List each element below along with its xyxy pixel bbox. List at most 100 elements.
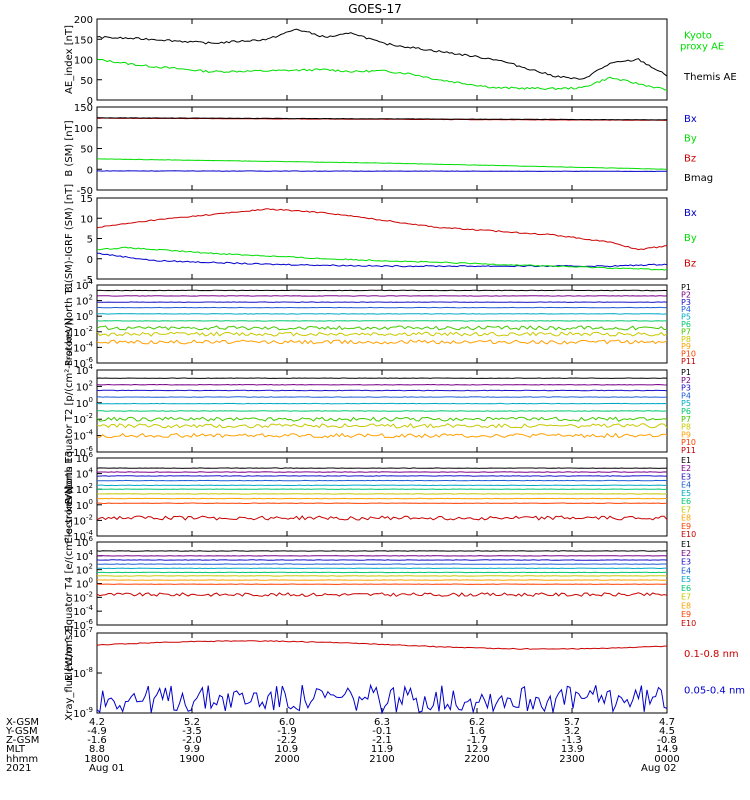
y-tick-label: 10-2 [73,590,93,604]
series-line-bz [96,208,668,251]
series-group [96,550,668,597]
legend-item: P5 [681,399,691,408]
x-axis-value: 5.7 [564,717,580,728]
legend-item: Bx [684,114,697,125]
series-line-p9 [96,432,668,439]
legend-item: E1 [681,456,691,465]
legend-item: P1 [681,283,691,292]
y-tick-exponent: 2 [89,563,93,571]
series-line-e8 [96,497,667,500]
series-line-e9 [96,502,668,505]
series-line-e1 [96,467,668,469]
series-line-p5 [96,313,668,315]
legend-item: 0.05-0.4 nm [684,685,745,696]
x-axis-value: 0000 [654,754,679,765]
legend-item: P9 [681,342,691,351]
y-tick-label: 106 [76,535,94,549]
legend-item: Bx [684,208,697,219]
series-line-themis-ae [96,28,668,80]
y-tick-label: 104 [76,363,94,377]
y-tick-label: 10-2 [73,325,93,339]
series-line-0-05-0-4-nm [96,683,668,715]
panel-3: 15 10 5 0 -5 B (SM)-IGRF (SM) [nT] Bx By Bz [64,184,697,293]
x-axis-value: 4.7 [659,717,675,728]
x-axis-row-label: hhmm [6,754,38,765]
legend-item: Bmag [684,173,713,184]
y-tick-label: 15 [80,194,93,205]
y-tick-exponent: 0 [89,577,93,585]
legend-item: P10 [681,438,696,447]
y-axis-label: Protons North T1 [64,282,75,366]
x-axis-value: Aug 02 [641,763,676,774]
x-axis-value: 4.2 [89,717,105,728]
y-tick-exponent: -2 [86,590,93,598]
y-tick-exponent: 2 [89,379,93,387]
series-line-p8 [96,331,668,337]
x-axis-value: -2.0 [182,735,202,746]
legend-item: By [684,233,697,244]
series-line-p8 [96,423,668,429]
y-tick-exponent: 4 [89,549,94,557]
legend-item: P4 [681,391,691,400]
y-tick-exponent: 2 [89,294,93,302]
y-tick-label: 100 [76,577,93,591]
legend-item: E3 [681,472,691,481]
y-axis-label: B (SM) [nT] [64,120,75,176]
series-group [96,117,668,173]
y-tick-label: 102 [76,379,93,393]
series-line-0-1-0-8-nm [96,640,668,650]
y-tick-exponent: -6 [86,356,94,364]
x-axis-value: -4.9 [87,726,107,737]
legend-item: P7 [681,415,691,424]
series-group [96,640,668,715]
legend-item: E2 [681,549,691,558]
y-tick-exponent: -2 [86,513,93,521]
legend-item: P3 [681,298,691,307]
y-axis-label: Protons Equator T2 [p/(cm²-s-sr-keV)] [64,318,75,505]
y-tick-label: -50 [77,186,93,197]
x-axis-row-label: 2021 [6,763,31,774]
series-line-p2 [96,383,668,386]
y-tick-label: 102 [76,294,93,308]
series-group [96,28,668,91]
legend-item: E8 [681,601,691,610]
x-axis-value: 2000 [274,754,299,765]
y-tick-label: 50 [80,145,93,156]
y-tick-exponent: -2 [86,325,93,333]
y-tick-exponent: 0 [89,498,93,506]
legend-item: E4 [681,566,691,575]
series-line-by [96,246,668,271]
y-tick-exponent: -6 [86,618,94,626]
legend-item: E10 [681,619,696,628]
series-line-kyoto-proxy-ae [96,58,668,91]
y-tick-exponent: 4 [89,278,94,286]
legend-item: E4 [681,481,691,490]
panel-frame [96,457,668,537]
series-line-p9 [96,339,668,345]
y-tick-exponent: -2 [86,412,93,420]
series-line-p7 [96,416,668,422]
legend-item: E7 [681,593,691,602]
legend-line: proxy AE [680,41,724,52]
x-axis-value: 14.9 [656,744,678,755]
y-tick-label: 10-2 [73,412,93,426]
series-line-p7 [96,325,668,331]
x-axis-value: Aug 01 [89,763,124,774]
x-axis-value: 1800 [84,754,109,765]
series-line-p4 [96,396,668,398]
y-tick-label: 150 [74,103,93,114]
y-tick-exponent: -4 [86,604,94,612]
legend: Kyoto proxy AE Themis AE [680,30,737,83]
x-axis-row-label: X-GSM [6,717,39,728]
y-tick-exponent: 6 [89,451,94,459]
y-tick-exponent: 6 [89,535,94,543]
x-axis-value: 5.2 [184,717,200,728]
y-axis-label: Electrons North T3 [64,450,75,543]
x-axis-value: -2.1 [372,735,392,746]
series-group [96,467,668,521]
